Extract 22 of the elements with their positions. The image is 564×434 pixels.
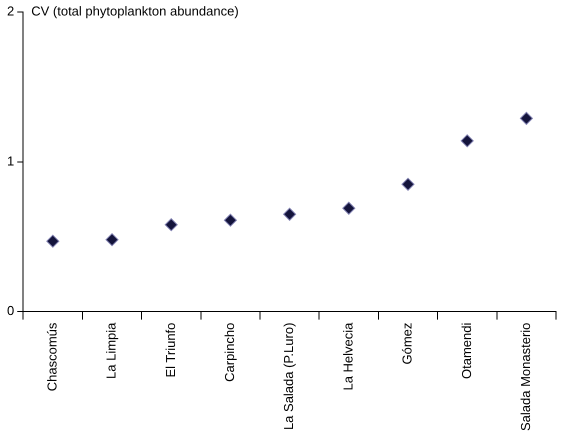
y-tick-label: 2 bbox=[6, 4, 14, 19]
point bbox=[520, 112, 533, 125]
point bbox=[164, 218, 178, 232]
x-tick-label: La Helvecia bbox=[340, 322, 356, 391]
point bbox=[224, 214, 237, 227]
x-tick-label: Chascomús bbox=[44, 322, 60, 392]
point bbox=[106, 233, 119, 246]
point bbox=[342, 202, 356, 215]
point bbox=[46, 234, 60, 248]
x-tick-label: Gómez bbox=[400, 322, 415, 365]
x-tick-label: Carpincho bbox=[222, 322, 237, 382]
x-tick-label: La Limpia bbox=[104, 322, 119, 379]
x-tick-label: El Triunfo bbox=[162, 322, 178, 378]
y-tick-label: 0 bbox=[6, 303, 14, 318]
x-tick-label: Otamendi bbox=[458, 322, 474, 379]
point bbox=[402, 178, 415, 191]
point bbox=[283, 208, 296, 221]
y-tick-label: 1 bbox=[6, 153, 14, 168]
y-axis-title: CV (total phytoplankton abundance) bbox=[31, 4, 239, 19]
x-tick-label: Salada Monasterio bbox=[518, 322, 533, 432]
point bbox=[460, 134, 474, 148]
x-tick-label: La Salada (P.Luro) bbox=[281, 322, 296, 430]
